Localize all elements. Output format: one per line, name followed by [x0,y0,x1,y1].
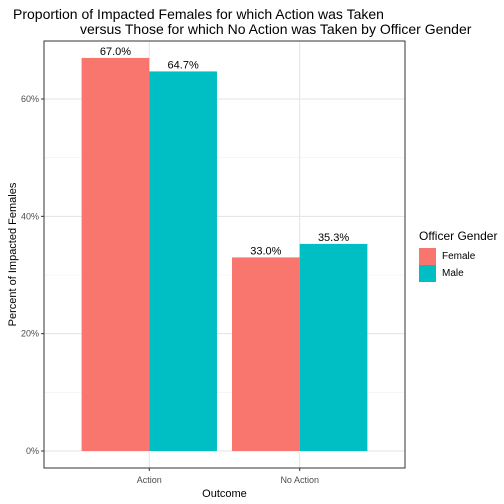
legend-title: Officer Gender [419,229,498,243]
y-tick-label: 60% [21,94,39,104]
y-tick-label: 0% [26,446,39,456]
data-label: 67.0% [100,46,131,58]
data-label: 64.7% [168,59,199,71]
x-tick-label: No Action [280,475,319,485]
y-axis-label: Percent of Impacted Females [7,182,19,326]
chart-title: Proportion of Impacted Females for which… [13,6,384,22]
legend-key-female [419,247,436,265]
bar-female [81,57,150,451]
chart-subtitle: versus Those for which No Action was Tak… [80,21,472,37]
y-tick-label: 40% [21,211,39,221]
x-axis-label: Outcome [202,488,247,500]
y-tick-label: 20% [21,329,39,339]
data-label: 33.0% [250,245,281,257]
legend-label-male: Male [442,267,464,279]
legend-item-male: Male [419,264,464,282]
bar-female [232,257,300,451]
x-tick-label: Action [137,475,162,485]
legend-key-male [419,264,436,282]
bar-male [299,243,368,451]
plot-border [43,40,406,469]
legend-label-female: Female [442,250,476,262]
data-label: 35.3% [318,232,349,244]
legend-item-female: Female [419,247,475,265]
bar-male [149,71,217,451]
